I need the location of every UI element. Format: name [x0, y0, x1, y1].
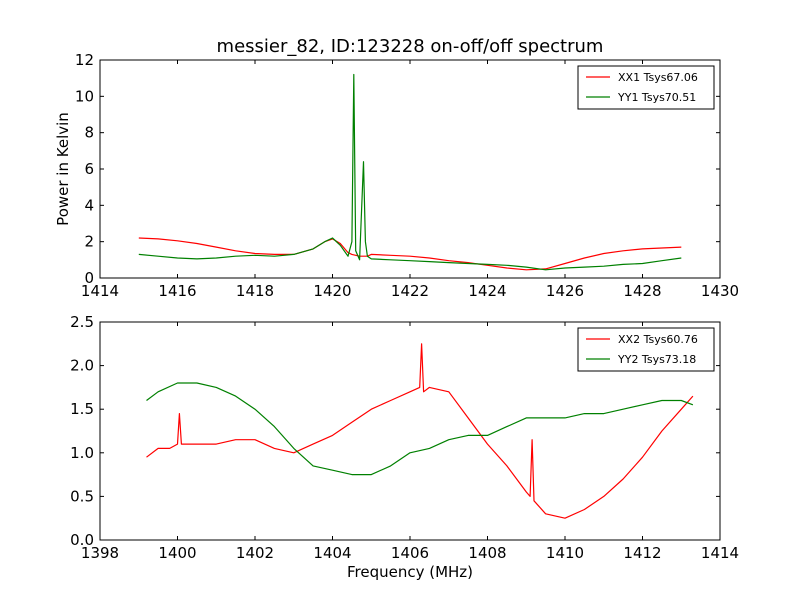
- legend-label: YY1 Tsys70.51: [617, 91, 696, 104]
- x-tick-label: 1420: [313, 282, 351, 300]
- legend-label: XX2 Tsys60.76: [618, 333, 698, 346]
- top-plot: 1414 1416 1418 1420 1422 1424 1426 1428 1430 0 2 4 6…: [54, 51, 739, 300]
- legend-label: YY2 Tsys73.18: [617, 353, 696, 366]
- x-tick-label: 1428: [623, 282, 661, 300]
- series-line-0-1: [138, 73, 682, 271]
- x-tick-label: 1430: [701, 282, 739, 300]
- y-tick-label: 2.5: [70, 313, 94, 331]
- x-tick-label: 1404: [313, 544, 351, 562]
- x-tick-label: 1416: [158, 282, 196, 300]
- x-tick-label: 1414: [701, 544, 739, 562]
- x-tick-label: 1402: [236, 544, 274, 562]
- x-tick-label: 1398: [81, 544, 119, 562]
- x-tick-label: 1410: [546, 544, 584, 562]
- bottom-plot: 1398 1400 1402 1404 1406 1408 1410 1412 1414 0.0 0…: [70, 313, 739, 562]
- x-tick-label: 1406: [391, 544, 429, 562]
- x-tick-label: 1414: [81, 282, 119, 300]
- series-line-1-0: [146, 343, 694, 519]
- y-axis-label: Power in Kelvin: [54, 112, 72, 226]
- x-tick-label: 1408: [468, 544, 506, 562]
- y-tick-label: 0.0: [70, 531, 94, 549]
- chart-title: messier_82, ID:123228 on-off/off spectru…: [217, 36, 604, 57]
- x-tick-label: 1418: [236, 282, 274, 300]
- y-tick-label: 1.0: [70, 444, 94, 462]
- y-tick-label: 0: [84, 269, 94, 287]
- series-line-0-0: [138, 237, 682, 271]
- y-tick-label: 6: [84, 160, 94, 178]
- y-tick-label: 4: [84, 196, 94, 214]
- x-tick-label: 1412: [623, 544, 661, 562]
- legend-box: [577, 65, 715, 110]
- y-tick-label: 10: [75, 87, 94, 105]
- x-tick-label: 1400: [158, 544, 196, 562]
- x-axis-label: Frequency (MHz): [347, 563, 473, 581]
- y-tick-label: 2: [84, 233, 94, 251]
- y-tick-label: 12: [75, 51, 94, 69]
- y-tick-label: 2.0: [70, 357, 94, 375]
- x-tick-label: 1424: [468, 282, 506, 300]
- y-tick-label: 8: [84, 124, 94, 142]
- x-tick-label: 1426: [546, 282, 584, 300]
- y-tick-label: 0.5: [70, 487, 94, 505]
- x-tick-label: 1422: [391, 282, 429, 300]
- series-line-1-1: [146, 382, 694, 476]
- y-tick-label: 1.5: [70, 400, 94, 418]
- legend-label: XX1 Tsys67.06: [618, 71, 698, 84]
- legend-box: [577, 327, 715, 372]
